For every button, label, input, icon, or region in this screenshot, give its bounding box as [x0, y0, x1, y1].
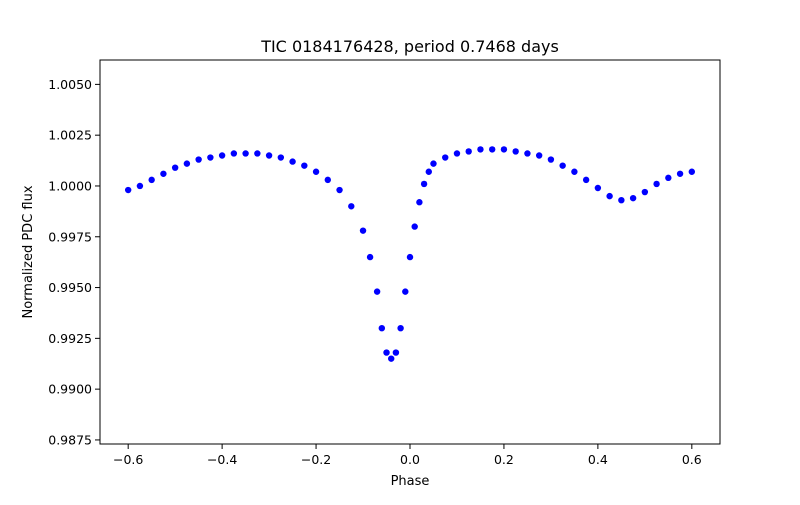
data-point: [489, 146, 496, 153]
data-point: [366, 253, 374, 261]
data-point: [688, 168, 696, 175]
data-point: [359, 227, 367, 234]
y-tick-label: 0.9950: [48, 280, 92, 295]
y-tick-label: 1.0000: [48, 178, 92, 193]
y-axis-label: Normalized PDC flux: [21, 185, 36, 318]
data-point: [653, 180, 660, 188]
data-point: [207, 154, 214, 161]
scatter-points: [124, 146, 696, 362]
x-axis-label: Phase: [391, 474, 430, 489]
data-point: [500, 146, 508, 153]
data-point: [312, 168, 320, 175]
data-point: [629, 194, 637, 202]
data-point: [392, 349, 400, 356]
x-tick-label: −0.6: [113, 452, 143, 467]
data-point: [148, 176, 155, 184]
x-tick-label: −0.4: [207, 452, 237, 467]
data-point: [665, 174, 672, 182]
data-point: [430, 160, 437, 167]
data-point: [477, 146, 484, 153]
data-point: [324, 176, 331, 184]
data-point: [442, 154, 449, 161]
y-tick-label: 1.0050: [48, 77, 92, 92]
data-point: [676, 170, 684, 177]
data-point: [218, 152, 226, 159]
x-tick-label: 0.0: [400, 452, 420, 467]
data-point: [301, 162, 308, 169]
data-point: [402, 288, 409, 295]
data-point: [606, 192, 613, 200]
y-axis: 0.9875 0.9900 0.9925 0.9950 0.9975 1.0000 1.00…: [48, 77, 100, 447]
data-point: [512, 148, 519, 155]
data-point: [465, 148, 472, 155]
data-point: [277, 154, 285, 161]
data-point: [383, 349, 390, 356]
y-tick-label: 0.9975: [48, 229, 92, 244]
y-tick-label: 0.9900: [48, 382, 92, 397]
data-point: [336, 186, 343, 194]
x-tick-label: −0.2: [301, 452, 331, 467]
x-tick-label: 0.6: [682, 452, 702, 467]
data-point: [453, 150, 461, 157]
data-point: [136, 182, 144, 190]
data-point: [378, 324, 386, 332]
data-point: [289, 158, 296, 165]
data-point: [535, 152, 543, 159]
data-point: [411, 223, 418, 230]
data-point: [397, 324, 404, 332]
x-tick-label: 0.2: [494, 452, 514, 467]
y-tick-label: 1.0025: [48, 128, 92, 143]
data-point: [195, 156, 202, 163]
x-axis: −0.6 −0.4 −0.2 0.0 0.2 0.4 0.6: [113, 444, 702, 467]
data-point: [406, 253, 414, 261]
y-tick-label: 0.9875: [48, 432, 92, 447]
data-point: [348, 203, 355, 210]
data-point: [254, 150, 261, 157]
data-point: [388, 355, 395, 362]
data-point: [425, 168, 432, 175]
data-point: [582, 176, 590, 184]
x-tick-label: 0.4: [588, 452, 608, 467]
data-point: [124, 186, 132, 194]
data-point: [265, 152, 273, 159]
data-point: [416, 199, 423, 206]
data-point: [618, 196, 625, 204]
data-point: [160, 170, 167, 177]
chart-title: TIC 0184176428, period 0.7468 days: [260, 37, 559, 56]
data-point: [547, 156, 555, 163]
data-point: [183, 160, 191, 167]
data-point: [171, 164, 179, 171]
y-tick-label: 0.9925: [48, 331, 92, 346]
data-point: [641, 188, 649, 196]
data-point: [242, 150, 249, 157]
data-point: [230, 150, 238, 157]
data-point: [420, 180, 428, 188]
data-point: [594, 184, 602, 192]
data-point: [571, 168, 578, 175]
data-point: [373, 288, 381, 295]
data-point: [559, 162, 566, 169]
data-point: [524, 150, 531, 157]
